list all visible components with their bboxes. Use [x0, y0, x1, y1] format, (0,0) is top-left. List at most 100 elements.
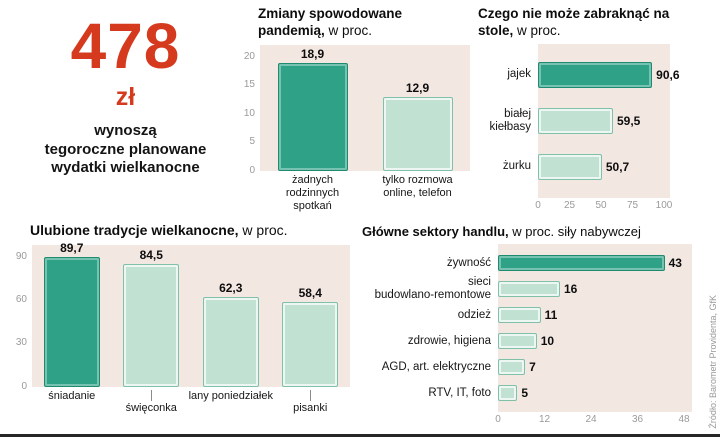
value-label: 18,9	[300, 47, 325, 62]
plot-panel: 89,7 84,5 62,3 58,4	[32, 241, 350, 387]
chart-title-bold: Główne sektory handlu,	[362, 224, 509, 239]
category-labels: żywność sieci budowlano-remontowe odzież zd…	[354, 244, 498, 412]
y-tick-label: 5	[249, 136, 255, 148]
bar-row: 90,6	[538, 52, 680, 98]
bar-3	[202, 296, 259, 387]
bar-5	[498, 359, 526, 376]
category-text: sieci budowlano-remontowe	[374, 276, 491, 302]
x-tick-label: 75	[626, 199, 639, 211]
y-tick-label: 10	[243, 107, 255, 119]
source-credit: Źródło: Barometr Providenta, GfK	[708, 295, 718, 429]
bar-2	[382, 97, 453, 171]
bar-1	[43, 256, 100, 387]
bar-2	[123, 264, 180, 387]
chart-plot: 0 30 60 90 89,7 84,5 62,3 58,4 śniadanie święconk…	[10, 241, 350, 415]
category-text: pisanki	[293, 401, 328, 414]
chart-plot: 0 5 10 15 20 18,9 12,9 żadnych rodzinnych spotk…	[238, 44, 470, 214]
plot-area: jajek białej kiełbasy żurku 90,6 59,5 50,7	[478, 43, 718, 198]
plot-area: 0 5 10 15 20 18,9 12,9	[238, 44, 470, 176]
bar-3	[498, 307, 541, 324]
x-tick-label: 25	[563, 199, 576, 211]
bar-row: 10	[498, 328, 692, 354]
bar-2	[538, 107, 613, 134]
plot-panel: 18,9 12,9	[260, 44, 470, 171]
category-label: AGD, art. elektryczne	[354, 354, 498, 380]
chart-plot: żywność sieci budowlano-remontowe odzież zd…	[354, 244, 706, 428]
value-label: 90,6	[656, 67, 680, 82]
chart-title-bold: Zmiany spowodowane pandemią,	[258, 6, 403, 38]
plot-area: 0 30 60 90 89,7 84,5 62,3 58,4	[10, 241, 350, 392]
value-label: 11	[544, 308, 558, 323]
bar-3	[538, 153, 602, 180]
chart-title: Główne sektory handlu, w proc. siły naby…	[362, 224, 706, 240]
chart-easter-traditions: Ulubione tradycje wielkanocne, w proc. 0…	[10, 222, 350, 415]
category-text: żadnych rodzinnych spotkań	[285, 173, 340, 213]
category-label: żurku	[478, 144, 538, 190]
chart-trade-sectors: Główne sektory handlu, w proc. siły naby…	[354, 224, 706, 428]
chart-title-bold: Czego nie może zabraknąć na stole,	[478, 6, 670, 38]
x-tick-label: 24	[585, 414, 597, 426]
category-label: zdrowie, higiena	[354, 328, 498, 354]
stat-description: wynoszą tegoroczne planowane wydatki wie…	[18, 122, 233, 178]
category-label: lany poniedziałek	[189, 390, 273, 415]
value-label: 62,3	[219, 280, 243, 295]
bar-4	[498, 333, 537, 350]
bar-row: 43	[498, 250, 692, 276]
value-label: 84,5	[139, 248, 163, 263]
stat-currency: zł	[115, 82, 136, 111]
category-text: tylko rozmowa online, telefon	[382, 173, 453, 199]
category-text: AGD, art. elektryczne	[381, 360, 491, 373]
x-tick-label: 0	[535, 199, 541, 211]
stat-description-line: wynoszą	[94, 121, 157, 139]
bar-row: 7	[498, 354, 692, 380]
tick-line	[309, 389, 311, 401]
value-label: 12,9	[405, 81, 430, 96]
category-text: zdrowie, higiena	[407, 334, 491, 347]
stat-value: 478	[70, 10, 181, 82]
y-tick-label: 30	[15, 337, 27, 349]
x-tick-label: 48	[678, 414, 690, 426]
bar-row: 50,7	[538, 144, 670, 190]
value-label: 16	[564, 282, 578, 297]
category-label: żywność	[354, 250, 498, 276]
bar-row: 5	[498, 380, 692, 406]
bar-row: 11	[498, 302, 692, 328]
chart-plot: jajek białej kiełbasy żurku 90,6 59,5 50,7 0 25…	[478, 43, 718, 214]
category-label: śniadanie	[35, 390, 108, 415]
y-axis: 0 30 60 90	[10, 245, 32, 392]
bar-column: 89,7	[35, 241, 108, 387]
chart-title-bold: Ulubione tradycje wielkanocne,	[30, 222, 239, 238]
value-label: 89,7	[60, 240, 84, 255]
bar-2	[498, 281, 560, 298]
plot-panel: 43 16 11 10 7 5	[498, 244, 692, 413]
category-text: białej kiełbasy	[489, 107, 531, 133]
x-axis: 0 25 50 75 100	[535, 199, 672, 214]
bar-4	[282, 302, 339, 387]
category-label: RTV, IT, foto	[354, 380, 498, 406]
category-labels: żadnych rodzinnych spotkań tylko rozmowa …	[260, 174, 470, 214]
tick-line	[150, 389, 152, 401]
bar-1	[498, 255, 665, 272]
chart-title-unit: w proc.	[238, 222, 288, 238]
bar-column: 58,4	[274, 245, 347, 387]
chart-title: Ulubione tradycje wielkanocne, w proc.	[30, 222, 350, 240]
value-label: 7	[529, 360, 536, 375]
category-text: żurku	[502, 160, 531, 173]
category-label: jajek	[478, 52, 538, 98]
y-tick-label: 0	[249, 164, 255, 176]
y-tick-label: 90	[15, 250, 27, 262]
value-label: 50,7	[605, 159, 630, 174]
y-axis: 0 5 10 15 20	[238, 45, 260, 176]
category-text: RTV, IT, foto	[428, 386, 491, 399]
value-label: 10	[540, 334, 555, 349]
bar-6	[498, 385, 518, 402]
category-label: białej kiełbasy	[478, 98, 538, 144]
y-tick-label: 0	[21, 380, 27, 392]
chart-title-unit: w proc.	[513, 22, 561, 38]
category-label: pisanki	[274, 389, 347, 415]
bottom-divider	[0, 434, 720, 437]
chart-title: Zmiany spowodowane pandemią, w proc.	[258, 6, 443, 40]
bar-1	[277, 63, 348, 171]
